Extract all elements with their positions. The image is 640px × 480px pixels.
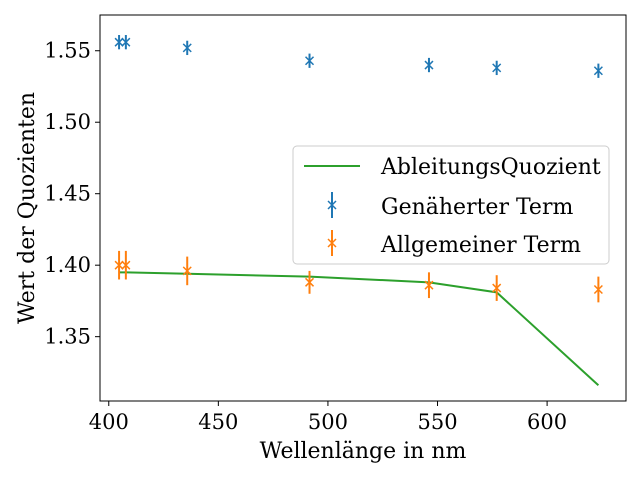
legend-handle-allgemeiner-term <box>327 230 337 256</box>
data-point <box>114 260 124 270</box>
marker-stroke <box>182 266 192 276</box>
data-point <box>121 260 131 270</box>
x-tick-label: 600 <box>527 410 567 434</box>
series-2 <box>114 250 603 303</box>
y-tick-label: 1.45 <box>44 182 91 206</box>
x-axis: 400 450 500 550 600 <box>89 401 567 434</box>
marker-stroke <box>304 56 315 66</box>
legend: AbleitungsQuozient Genäherter Term Allge… <box>292 145 610 265</box>
series-1 <box>114 35 603 78</box>
marker-stroke <box>182 43 192 53</box>
x-tick-label: 400 <box>89 410 129 434</box>
y-tick-label: 1.40 <box>44 253 91 277</box>
data-point <box>121 37 131 47</box>
x-tick-label: 500 <box>308 410 348 434</box>
marker-stroke <box>114 260 124 270</box>
marker-stroke <box>424 60 434 70</box>
data-point <box>492 63 502 73</box>
y-tick-label: 1.35 <box>44 325 91 349</box>
y-tick-label: 1.50 <box>44 110 91 134</box>
x-tick-label: 450 <box>198 410 238 434</box>
data-point <box>304 56 315 66</box>
x-tick-label: 550 <box>417 410 457 434</box>
marker-stroke <box>593 284 603 295</box>
data-point <box>182 266 192 276</box>
legend-handle-genaeherter-term <box>327 192 337 218</box>
data-point <box>492 283 502 293</box>
y-axis: 1.35 1.40 1.45 1.50 1.55 <box>44 39 100 349</box>
data-point <box>304 277 315 287</box>
legend-box <box>292 145 610 265</box>
x-axis-label: Wellenlänge in nm <box>260 439 467 464</box>
series-0 <box>119 271 600 387</box>
data-point <box>424 280 434 290</box>
y-axis-label: Wert der Quozienten <box>15 92 40 324</box>
marker-stroke <box>304 277 315 287</box>
plot-frame <box>99 14 627 402</box>
data-point <box>114 37 124 47</box>
marker-stroke <box>492 63 502 73</box>
legend-label-allgemeiner-term: Allgemeiner Term <box>380 233 581 258</box>
data-point <box>593 284 603 295</box>
marker-stroke <box>424 280 434 290</box>
marker-stroke <box>114 37 124 47</box>
plot-area <box>114 35 603 387</box>
data-point <box>424 60 434 70</box>
legend-label-ableitungsquozient: AbleitungsQuozient <box>380 155 601 180</box>
y-tick-label: 1.55 <box>44 39 91 63</box>
marker-stroke <box>121 260 131 270</box>
data-point <box>593 66 603 76</box>
marker-stroke <box>593 66 603 76</box>
series-line <box>119 271 600 387</box>
data-point <box>182 43 192 53</box>
marker-stroke <box>492 283 502 293</box>
marker-stroke <box>121 37 131 47</box>
legend-label-genaeherter-term: Genäherter Term <box>381 195 573 220</box>
